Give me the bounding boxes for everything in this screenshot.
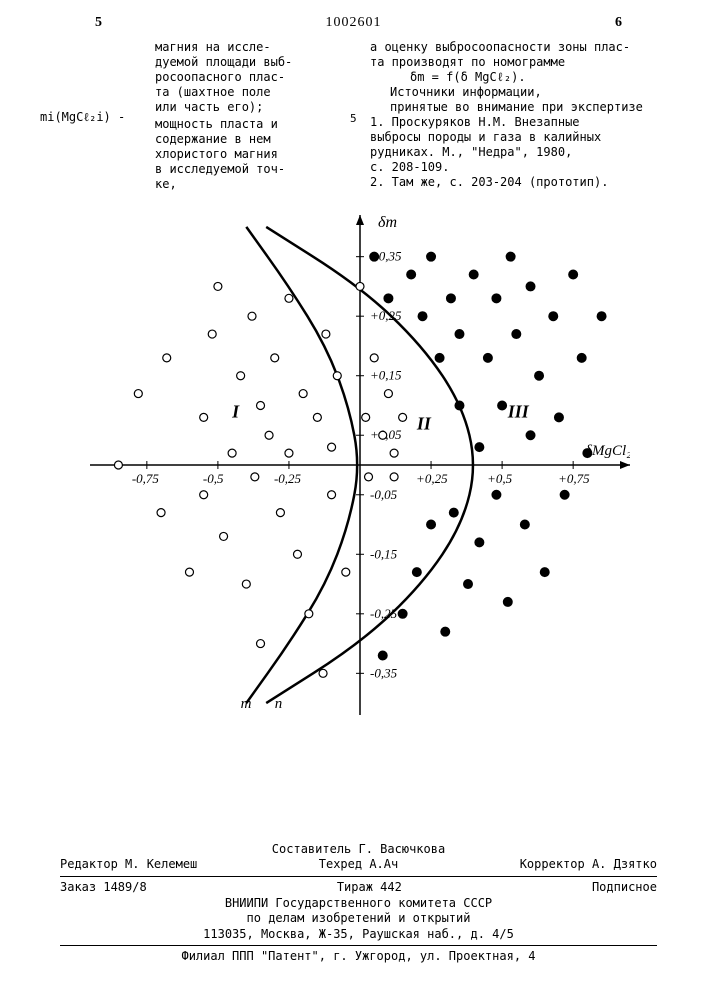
footer-tech: Техред А.Ач [319, 857, 398, 873]
patent-page: 5 1002601 6 магния на иссле- дуемой площ… [0, 0, 707, 1000]
reference-1: 1. Проскуряков Н.М. Внезапные выбросы по… [370, 115, 650, 175]
patent-number: 1002601 [326, 15, 382, 31]
svg-text:+0,5: +0,5 [487, 471, 513, 486]
svg-text:III: III [507, 401, 530, 421]
svg-text:+0,15: +0,15 [370, 368, 402, 383]
svg-text:I: I [231, 401, 240, 421]
svg-text:-0,05: -0,05 [370, 487, 398, 502]
footer-addr1: 113035, Москва, Ж-35, Раушская наб., д. … [60, 927, 657, 943]
footer: Составитель Г. Васючкова Редактор М. Кел… [60, 842, 657, 965]
svg-text:-0,75: -0,75 [132, 471, 160, 486]
footer-org1: ВНИИПИ Государственного комитета СССР [60, 896, 657, 912]
svg-text:II: II [416, 413, 432, 433]
footer-branch: Филиал ППП "Патент", г. Ужгород, ул. Про… [60, 949, 657, 965]
column-number-left: 5 [95, 15, 102, 31]
svg-text:+0,75: +0,75 [558, 471, 590, 486]
svg-text:-0,25: -0,25 [274, 471, 302, 486]
svg-text:-0,15: -0,15 [370, 546, 398, 561]
footer-order: Заказ 1489/8 [60, 880, 147, 896]
footer-tirazh: Тираж 442 [337, 880, 402, 896]
nomogram-chart: δmδMgCl₂-0,35-0,25-0,15-0,05+0,05+0,15+0… [90, 215, 630, 715]
svg-text:-0,35: -0,35 [370, 665, 398, 680]
line-number-5: 5 [350, 112, 357, 125]
variable-label: mi(MgCℓ₂i) - [40, 110, 125, 125]
svg-text:m: m [241, 696, 252, 712]
chart-svg: δmδMgCl₂-0,35-0,25-0,15-0,05+0,05+0,15+0… [90, 215, 630, 715]
left-fragment-2: мощность пласта и содержание в нем хлори… [155, 117, 300, 192]
footer-compiler: Составитель Г. Васючкова [60, 842, 657, 858]
svg-text:δm: δm [378, 215, 397, 231]
reference-2: 2. Там же, с. 203-204 (прототип). [370, 175, 650, 190]
svg-text:n: n [275, 696, 283, 712]
formula: δm = f(δ MgCℓ₂). [410, 70, 650, 85]
footer-org2: по делам изобретений и открытий [60, 911, 657, 927]
left-fragment-1: магния на иссле- дуемой площади выб- рос… [155, 40, 300, 115]
footer-sub: Подписное [592, 880, 657, 896]
column-number-right: 6 [615, 15, 622, 31]
sources-heading: Источники информации, принятые во вниман… [390, 85, 650, 115]
footer-corrector: Корректор А. Дзятко [520, 857, 657, 873]
footer-editor: Редактор М. Келемеш [60, 857, 197, 873]
right-column: а оценку выбросоопасности зоны плас- та … [370, 40, 650, 190]
svg-text:+0,25: +0,25 [416, 471, 448, 486]
svg-text:-0,5: -0,5 [203, 471, 224, 486]
right-fragment-1: а оценку выбросоопасности зоны плас- та … [370, 40, 650, 70]
